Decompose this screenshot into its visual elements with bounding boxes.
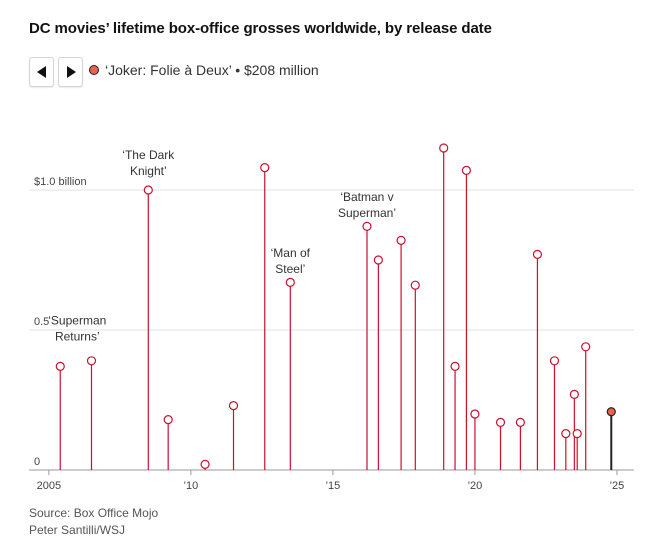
movie-annotation: ‘Man of [271,246,311,260]
y-tick-label: 0.5 [34,316,49,328]
previous-button[interactable] [29,57,54,87]
movie-annotation: Knight’ [130,164,167,178]
next-button[interactable] [58,57,83,87]
navigation-controls [29,57,83,87]
chart-footer: Source: Box Office Mojo Peter Santilli/W… [29,505,158,539]
data-point [439,143,449,153]
y-tick-label: $1.0 billion [34,176,87,188]
selected-dot-icon [89,65,99,75]
data-point [561,429,571,439]
data-point [200,459,210,469]
chart-title: DC movies’ lifetime box-office grosses w… [29,20,492,37]
data-point [461,165,472,175]
selected-movie-readout: ‘Joker: Folie à Deux’ • $208 million [89,62,319,78]
data-point [228,401,239,411]
data-point [86,356,97,366]
x-tick-label: ’25 [610,480,625,492]
data-point [532,249,543,259]
movie-annotation: ‘The Dark [122,148,175,162]
movie-annotation: Returns’ [55,329,100,343]
data-point [373,255,383,265]
data-point [569,389,579,399]
data-point [410,280,420,290]
x-tick-label: ’15 [326,480,341,492]
data-point [362,221,372,231]
x-tick-label: 2005 [37,480,61,492]
credit-note: Peter Santilli/WSJ [29,523,126,537]
data-point [396,235,406,245]
triangle-right-icon [66,66,76,78]
lollipop-chart: 0 0.5 $1.0 billion 2005 ’10 ’15 ’20 ’25 ‘Superma… [29,143,634,492]
x-tick-label: ’20 [468,480,483,492]
data-point [260,163,270,173]
movie-annotation: ‘Batman v [340,190,393,204]
data-point [572,429,582,439]
x-tick-label: ’10 [184,480,199,492]
triangle-left-icon [36,66,46,78]
data-point [285,277,295,287]
data-point [55,361,65,371]
y-tick-label: 0 [34,456,40,468]
data-point [495,417,506,427]
data-point [450,361,460,371]
data-point [515,417,525,427]
data-point [470,409,480,419]
data-point [581,342,591,352]
data-point [163,415,173,425]
data-point [549,356,560,366]
data-point [606,407,616,417]
movie-annotation: Steel’ [275,262,305,276]
source-note: Source: Box Office Mojo [29,506,159,520]
data-point [143,185,153,195]
selected-movie-label: ‘Joker: Folie à Deux’ • $208 million [105,62,319,78]
movie-annotation: ‘Superman [48,313,106,327]
movie-annotation: Superman’ [338,206,396,220]
